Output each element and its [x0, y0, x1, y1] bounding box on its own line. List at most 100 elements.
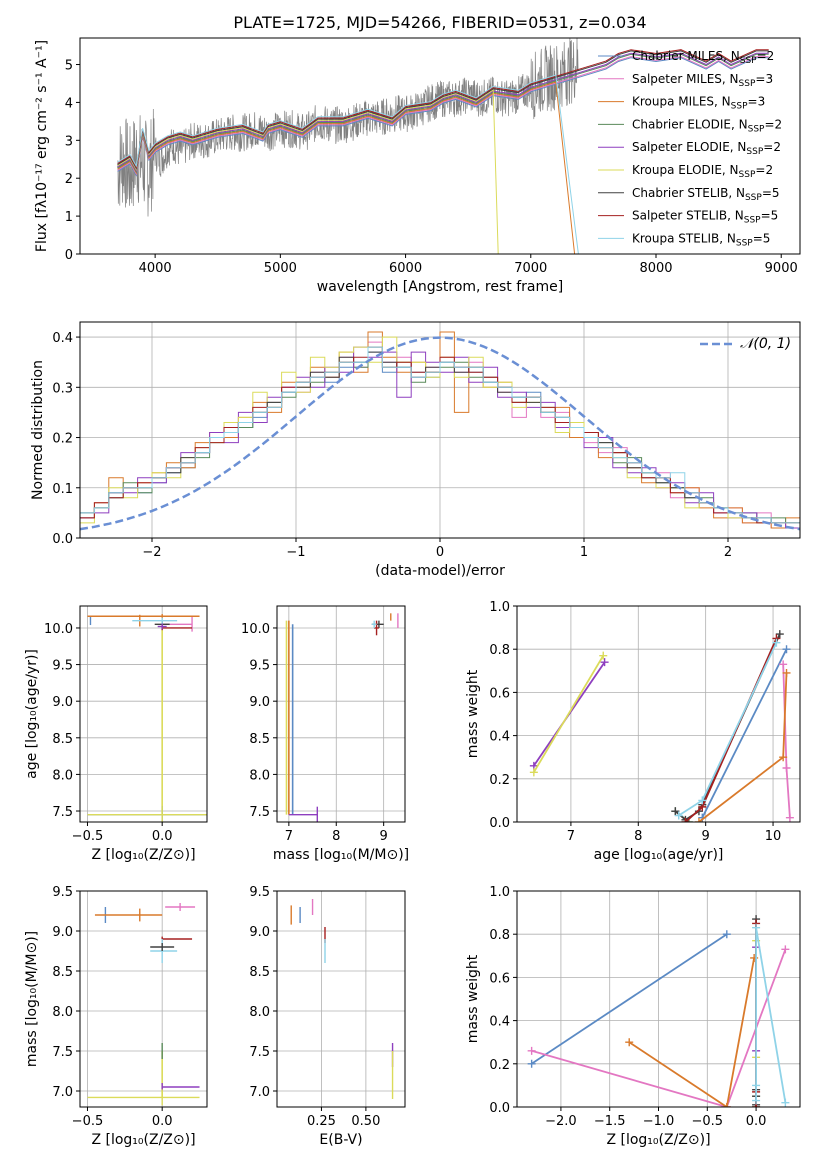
y-tick-label: 8.0	[249, 1005, 270, 1020]
y-tick-label: 0.1	[52, 482, 73, 497]
y-tick-label: 0.2	[489, 773, 510, 788]
weight-series-line	[755, 927, 787, 1103]
x-tick-label: −1.0	[643, 1114, 675, 1129]
plot-area	[285, 613, 399, 822]
weight-point-marker	[671, 807, 680, 816]
errorbar-point	[132, 617, 178, 624]
legend-entry: 𝒩(0, 1)	[740, 336, 791, 352]
x-tick-label: −1	[286, 545, 305, 560]
errorbar-point	[165, 903, 196, 911]
weight-series-line	[684, 638, 778, 822]
axes-frame	[276, 890, 406, 1108]
grid-lines	[80, 890, 207, 1107]
x-tick-label: 9	[702, 829, 710, 844]
legend-entry: Salpeter STELIB, NSSP=5	[632, 209, 778, 226]
weight-point-marker	[698, 796, 707, 805]
y-tick-label: 0.2	[489, 1058, 510, 1073]
x-tick-label: 8	[634, 829, 642, 844]
y-tick-label: 9.0	[52, 925, 73, 940]
plot-area	[80, 331, 800, 531]
y-tick-label: 7.5	[249, 805, 270, 820]
model-spectrum-line	[117, 74, 579, 254]
y-tick-label: 4	[65, 96, 73, 111]
y-tick-label: 7.0	[249, 1085, 270, 1100]
x-axis-label: age [log₁₀(age/yr)]	[594, 847, 724, 863]
weight-point-marker	[775, 630, 784, 639]
weight-point-marker	[599, 651, 608, 660]
legend-entry: Chabrier MILES, NSSP=2	[632, 49, 774, 66]
axes-frame	[79, 890, 208, 1108]
y-tick-label: 0.6	[489, 686, 510, 701]
y-tick-label: 0.4	[52, 331, 73, 346]
panel-mass_vs_ebv: 0.25 0.50 7.0 7.5 8.0 8.5 9.0 9.5 E(B-V)	[249, 885, 406, 1148]
y-tick-label: 1.0	[489, 885, 510, 900]
panel-residuals: −2 −1 0 1 2 0.0 0.1 0.2 0.3 0.4 (data-model)/error…	[30, 321, 801, 579]
x-tick-label: 5000	[264, 261, 297, 276]
normal-curve-line	[80, 336, 800, 531]
x-tick-label: 9000	[765, 261, 798, 276]
model-spectrum-line	[117, 50, 769, 170]
panel-age_vs_mass: 7 8 9 7.5 8.0 8.5 9.0 9.5 10.0 mass [log₁₀(M/M⊙)]	[241, 605, 409, 863]
y-axis-label: Flux [fλ10⁻¹⁷ erg cm⁻² s⁻¹ A⁻¹]	[34, 40, 50, 252]
y-tick-label: 0.0	[489, 1101, 510, 1116]
weight-point-marker	[625, 1038, 634, 1047]
axes-frame	[276, 605, 406, 823]
model-spectrum-line	[117, 88, 499, 254]
y-tick-label: 0.0	[489, 816, 510, 831]
weight-point-marker	[527, 1059, 536, 1068]
x-tick-label: 0.0	[152, 829, 173, 844]
axes-frame	[79, 37, 801, 255]
weight-point-marker	[781, 945, 790, 954]
x-tick-label: 8	[332, 829, 340, 844]
model-spectrum-line	[117, 53, 769, 174]
y-tick-label: 9.5	[249, 885, 270, 900]
legend-entry: Chabrier ELODIE, NSSP=2	[632, 117, 782, 134]
y-tick-label: 7.5	[249, 1045, 270, 1060]
x-axis-label: mass [log₁₀(M/M⊙)]	[273, 847, 409, 863]
weight-series-line	[674, 633, 781, 821]
x-tick-label: 4000	[139, 261, 172, 276]
errorbar-point	[94, 908, 163, 922]
grid-lines	[277, 890, 405, 1107]
weight-series-line	[533, 655, 604, 773]
spectrum-legend: Chabrier MILES, NSSP=2 Salpeter MILES, NS…	[598, 49, 782, 248]
x-tick-label: −0.5	[72, 1114, 104, 1129]
weight-point-marker	[782, 645, 791, 654]
y-axis-label: mass weight	[465, 669, 481, 758]
weight-series-line	[531, 948, 787, 1107]
x-tick-label: 7000	[514, 261, 547, 276]
model-spectrum-line	[117, 49, 769, 169]
x-tick-label: 1	[580, 545, 588, 560]
y-axis-label: mass [log₁₀(M/M⊙)]	[24, 931, 40, 1067]
y-tick-label: 0.4	[489, 730, 510, 745]
weight-series-line	[701, 648, 788, 819]
x-tick-label: 9	[380, 829, 388, 844]
weight-point-marker	[781, 1098, 790, 1107]
x-tick-label: 6000	[389, 261, 422, 276]
weight-series-line	[678, 642, 778, 817]
y-axis-label: mass weight	[465, 954, 481, 1043]
grid-lines	[517, 605, 800, 823]
x-axis-label: E(B-V)	[319, 1132, 362, 1148]
y-tick-label: 9.0	[249, 925, 270, 940]
errorbar-point	[161, 936, 193, 942]
weight-point-marker	[779, 753, 788, 762]
x-tick-label: 0.0	[746, 1114, 767, 1129]
x-tick-label: −1.5	[594, 1114, 626, 1129]
x-tick-label: 8000	[639, 261, 672, 276]
panel-weight_vs_age: 7 8 9 10 0.0 0.2 0.4 0.6 0.8 1.0 age [log₁₀(age/yr…	[465, 600, 801, 863]
weight-point-marker	[782, 668, 791, 677]
panel-weight_vs_Z: −2.0 −1.5 −1.0 −0.5 0.0 0.0 0.2 0.4 0.6 0.8 1.0 Z […	[465, 885, 801, 1148]
weight-point-marker	[752, 1081, 761, 1090]
legend-entry: Kroupa ELODIE, NSSP=2	[632, 163, 773, 180]
errorbar-point	[150, 943, 175, 951]
x-tick-label: 10	[765, 829, 782, 844]
y-axis-label: age [log₁₀(age/yr)]	[24, 649, 40, 779]
y-tick-label: 0	[65, 248, 73, 263]
legend-entry: Chabrier STELIB, NSSP=5	[632, 186, 780, 203]
plot-area	[527, 915, 790, 1107]
model-spectrum-line	[117, 57, 769, 177]
weight-point-marker	[779, 660, 788, 669]
y-tick-label: 10.0	[44, 622, 73, 637]
weight-point-marker	[600, 658, 609, 667]
